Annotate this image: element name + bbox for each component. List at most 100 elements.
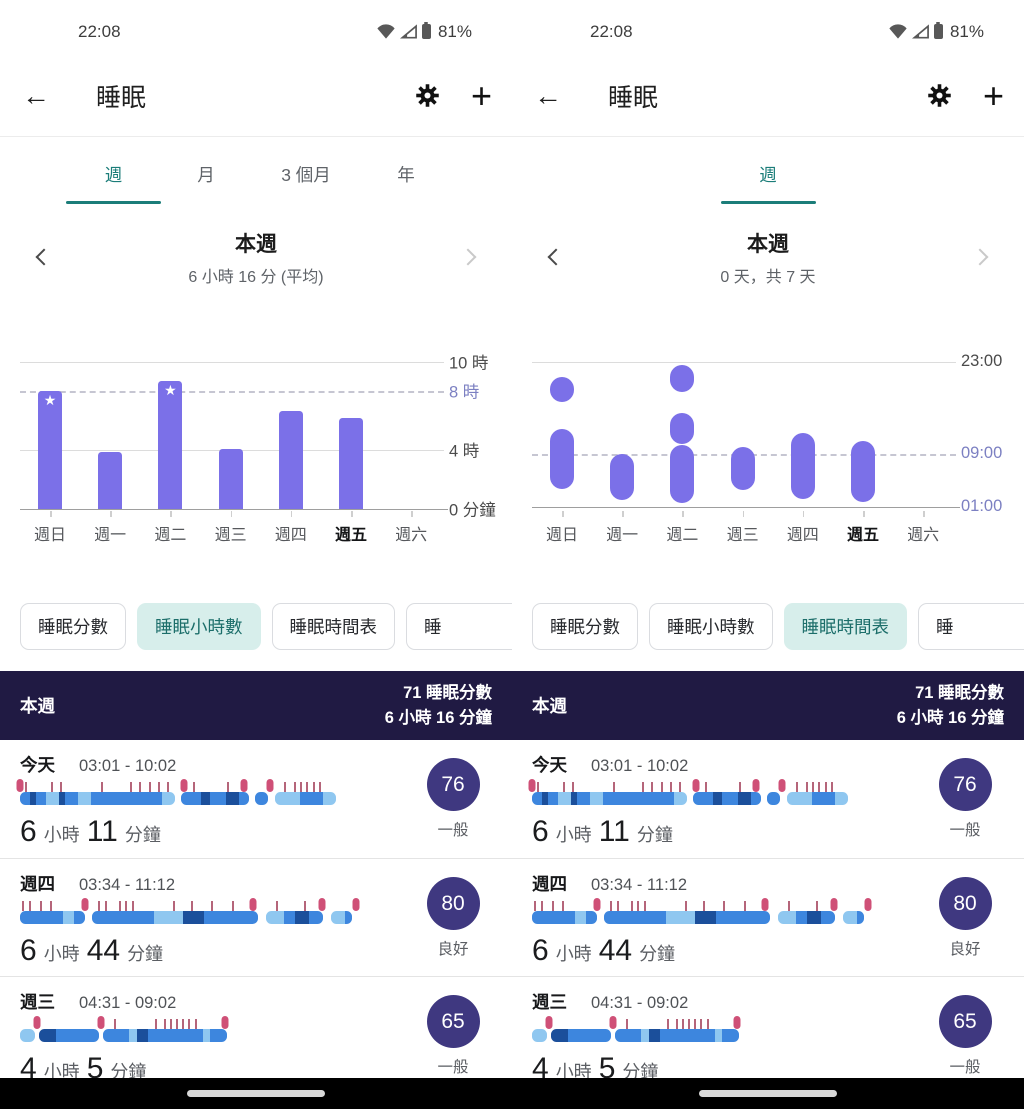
stage-gap — [835, 911, 842, 924]
battery-percent: 81% — [949, 21, 984, 41]
summary-title: 本週 — [20, 696, 55, 716]
chip-睡眠分數[interactable]: 睡眠分數 — [20, 603, 126, 650]
wake-marker — [545, 1016, 553, 1029]
sleep-duration: 6 小時 44 分鐘 — [532, 934, 922, 968]
add-plus-icon[interactable]: + — [470, 74, 492, 116]
summary-duration: 6 小時 16 分鐘 — [384, 708, 492, 727]
sleep-quality-label: 良好 — [949, 941, 981, 958]
stage-segment — [532, 792, 542, 805]
tab-週[interactable]: 週 — [720, 137, 816, 211]
tab-年[interactable]: 年 — [361, 137, 451, 211]
sleep-session-capsule[interactable] — [790, 432, 815, 500]
sleep-hours-bar[interactable]: ★ — [158, 381, 183, 509]
sleep-log-row[interactable]: 今天 03:01 - 10:02 6 小時 11 分鐘 76 一般 — [512, 740, 1024, 858]
tab-3 個月[interactable]: 3 個月 — [251, 137, 361, 211]
sleep-log-list: 今天 03:01 - 10:02 6 小時 11 分鐘 76 一般 週四 03:34 - 11:1… — [0, 740, 512, 1094]
add-plus-icon[interactable]: + — [982, 74, 1004, 116]
sleep-score-badge[interactable]: 80 — [426, 877, 480, 930]
sleep-hours-bar[interactable] — [278, 410, 303, 509]
next-week-chevron-icon[interactable] — [971, 248, 989, 266]
stage-segment — [751, 792, 761, 805]
sleep-score-badge[interactable]: 76 — [938, 758, 992, 811]
wake-tick — [651, 782, 654, 792]
stage-gap — [352, 911, 363, 924]
sleep-session-capsule[interactable] — [670, 445, 695, 503]
sleep-session-capsule[interactable] — [670, 413, 695, 444]
tab-週[interactable]: 週 — [66, 137, 161, 211]
chip-睡眠分數[interactable]: 睡眠分數 — [532, 603, 638, 650]
stage-gap — [597, 911, 604, 924]
sleep-hours-bar[interactable] — [339, 417, 363, 509]
tab-label: 月 — [197, 164, 215, 185]
gridline — [20, 362, 444, 363]
next-week-chevron-icon[interactable] — [459, 248, 477, 266]
sleep-log-details: 週四 03:34 - 11:12 6 小時 44 分鐘 — [532, 871, 922, 976]
back-arrow-icon[interactable]: ← — [534, 79, 562, 111]
gesture-handle[interactable] — [187, 1090, 325, 1097]
sleep-log-row[interactable]: 週三 04:31 - 09:02 4 小時 5 分鐘 65 一般 — [0, 976, 512, 1094]
sleep-time-range: 04:31 - 09:02 — [591, 994, 689, 1012]
hours-unit-label: 小時 — [43, 1062, 80, 1082]
sleep-log-header: 週三 04:31 - 09:02 — [532, 989, 922, 1012]
settings-gear-icon[interactable] — [926, 82, 953, 109]
sleep-log-row[interactable]: 週三 04:31 - 09:02 4 小時 5 分鐘 65 一般 — [512, 976, 1024, 1094]
stage-segment — [767, 792, 781, 805]
sleep-session-capsule[interactable] — [670, 365, 695, 393]
chip-睡眠小時數[interactable]: 睡眠小時數 — [137, 603, 261, 650]
stage-segment — [551, 1029, 569, 1042]
stage-segments — [20, 1029, 227, 1042]
stage-segment — [722, 792, 739, 805]
chip-睡眠時間表[interactable]: 睡眠時間表 — [783, 603, 907, 650]
sleep-score-badge[interactable]: 65 — [938, 995, 992, 1048]
goal-met-star-icon: ★ — [164, 382, 177, 399]
sleep-session-capsule[interactable] — [550, 428, 574, 489]
sleep-session-capsule[interactable] — [851, 441, 875, 502]
stage-segment — [673, 792, 687, 805]
wake-marker — [180, 779, 188, 792]
axis-tick — [562, 511, 564, 517]
sleep-quality-label: 一般 — [949, 822, 981, 839]
sleep-schedule-chart: 23:00 09:00 01:00 週日 週一 週二 週三 週四 週五 週六 — [512, 331, 1024, 546]
stage-segment — [835, 792, 848, 805]
gesture-handle[interactable] — [699, 1090, 837, 1097]
wake-tick — [743, 901, 746, 911]
sleep-hours-bar[interactable] — [98, 451, 123, 509]
stage-group — [181, 792, 249, 805]
tab-label: 年 — [397, 164, 415, 185]
back-arrow-icon[interactable]: ← — [22, 79, 50, 111]
stage-segment — [649, 1029, 660, 1042]
wake-tick — [176, 1019, 179, 1029]
sleep-log-row[interactable]: 今天 03:01 - 10:02 6 小時 11 分鐘 76 一般 — [0, 740, 512, 858]
sleep-session-capsule[interactable] — [730, 447, 755, 491]
stage-segment — [153, 911, 183, 924]
cellular-icon — [911, 24, 929, 39]
sleep-hours-bar[interactable]: ★ — [38, 391, 62, 509]
stage-segment — [20, 911, 64, 924]
sleep-score-badge[interactable]: 80 — [938, 877, 992, 930]
day-label: 週一 — [94, 527, 127, 544]
stage-segment — [226, 792, 240, 805]
settings-gear-icon[interactable] — [414, 82, 441, 109]
sleep-log-header: 週四 03:34 - 11:12 — [20, 871, 410, 894]
sleep-score-badge[interactable]: 76 — [426, 758, 480, 811]
wake-tick — [190, 901, 193, 911]
tab-月[interactable]: 月 — [161, 137, 251, 211]
day-label: 週五 — [846, 527, 879, 544]
stage-segment — [161, 792, 175, 805]
sleep-score-badge[interactable]: 65 — [426, 995, 480, 1048]
sleep-hours-bar[interactable] — [218, 448, 243, 509]
sleep-session-capsule[interactable] — [550, 376, 574, 402]
summary-stats: 71 睡眠分數 6 小時 16 分鐘 — [897, 681, 1004, 731]
chip-睡眠小時數[interactable]: 睡眠小時數 — [649, 603, 773, 650]
chip-睡[interactable]: 睡 — [918, 603, 1024, 650]
chip-睡眠時間表[interactable]: 睡眠時間表 — [271, 603, 395, 650]
axis-tick — [863, 511, 865, 517]
day-label: 週四 — [274, 527, 307, 544]
sleep-session-capsule[interactable] — [610, 453, 635, 500]
stage-segment — [90, 792, 162, 805]
chip-睡[interactable]: 睡 — [406, 603, 512, 650]
day-label: 週六 — [395, 527, 428, 544]
sleep-log-row[interactable]: 週四 03:34 - 11:12 6 小時 44 分鐘 80 良好 — [0, 858, 512, 976]
tab-label: 3 個月 — [281, 164, 331, 185]
sleep-log-row[interactable]: 週四 03:34 - 11:12 6 小時 44 分鐘 80 良好 — [512, 858, 1024, 976]
